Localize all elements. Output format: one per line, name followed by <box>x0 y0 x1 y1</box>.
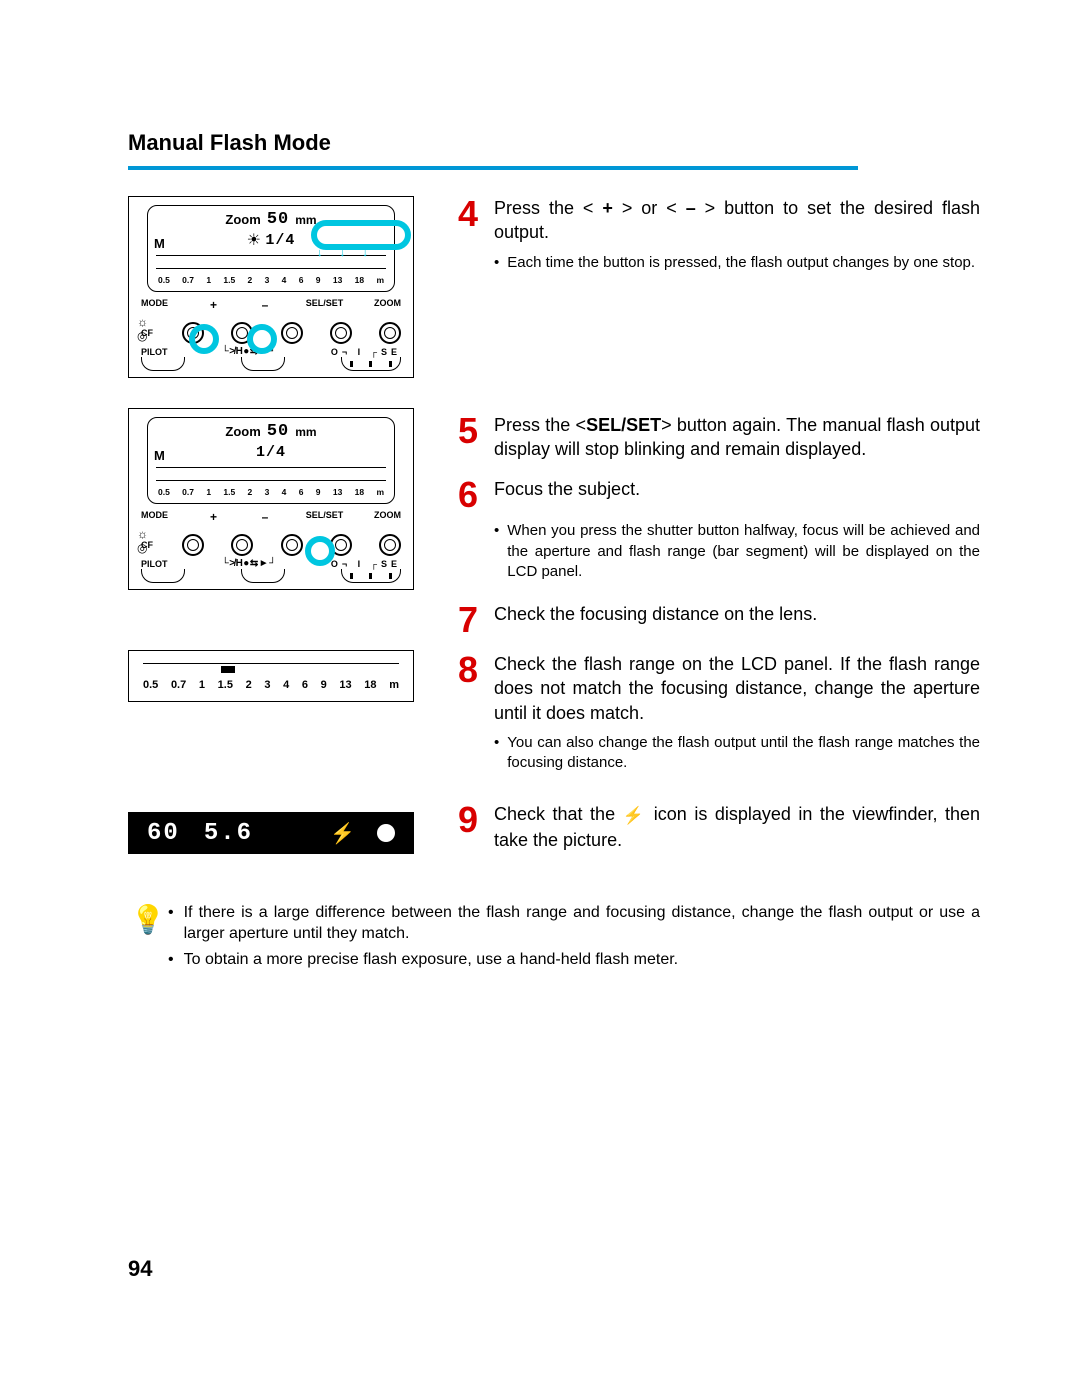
mode-btn-label: MODE <box>141 298 179 312</box>
range-segment-bar <box>221 666 399 673</box>
pilot-mid-symbols: └≯H●⇆►┘ <box>168 346 331 357</box>
step-8-sub: You can also change the flash output unt… <box>494 733 980 774</box>
step-4-sub: Each time the button is pressed, the fla… <box>494 253 980 273</box>
left-column: ☼◎ Zoom 50 mm M ☀ 1/4 0.50.711. <box>128 196 428 860</box>
power-switch[interactable] <box>341 357 401 371</box>
zoom-button[interactable] <box>379 322 401 344</box>
distance-scale: 0.50.711.5234691318m <box>156 273 386 285</box>
step-9: 9 Check that the ⚡ icon is displayed in … <box>458 802 980 852</box>
selset-btn-label: SEL/SET <box>300 298 350 312</box>
plus-btn-label: + <box>197 298 231 312</box>
lcd-frame: Zoom 50 mm M ☀ 1/4 0.50.711.5234691318m <box>147 205 395 292</box>
minus-button[interactable] <box>281 322 303 344</box>
illustration-range-bar: 0.50.711.5234691318m <box>128 650 414 702</box>
minus-btn-label: – <box>248 298 282 312</box>
plus-button[interactable] <box>231 534 253 556</box>
step-6: 6 Focus the subject. <box>458 477 980 513</box>
step-5: 5 Press the <SEL/SET> button again. The … <box>458 413 980 462</box>
flash-icon: ⚡ <box>623 806 647 825</box>
tip-a: If there is a large difference between t… <box>168 902 980 945</box>
illustration-step5: ☼◎ Zoom 50 mm M 1/4 0.50.711.5234691318m <box>128 408 414 590</box>
manual-page: Manual Flash Mode ☼◎ Zoom 50 mm M ☀ 1/4 <box>0 0 1080 1378</box>
step-7: 7 Check the focusing distance on the len… <box>458 602 980 638</box>
pilot-label: PILOT <box>141 347 168 357</box>
vf-shutter: 60 <box>147 820 180 847</box>
content-columns: ☼◎ Zoom 50 mm M ☀ 1/4 0.50.711. <box>128 196 980 860</box>
hss-button[interactable] <box>241 357 285 371</box>
tips-block: 💡 If there is a large difference between… <box>128 902 980 975</box>
viewfinder-display: 60 5.6 ⚡ <box>128 812 414 854</box>
mode-button[interactable] <box>182 534 204 556</box>
hss-button[interactable] <box>241 569 285 583</box>
mode-button[interactable] <box>182 322 204 344</box>
illustration-step4: ☼◎ Zoom 50 mm M ☀ 1/4 0.50.711. <box>128 196 414 378</box>
lightbulb-icon: 💡 <box>128 902 168 975</box>
power-switch-labels: O¬ I ┌SE <box>331 347 401 357</box>
zoom-btn-label: ZOOM <box>367 298 401 312</box>
ready-lamp-icon: ☼◎ <box>137 315 148 343</box>
zoom-button[interactable] <box>379 534 401 556</box>
tip-b: To obtain a more precise flash exposure,… <box>168 949 980 971</box>
zoom-unit: mm <box>295 213 316 227</box>
step-6-sub: When you press the shutter button halfwa… <box>494 521 980 582</box>
pilot-button[interactable] <box>141 357 185 371</box>
zoom-value: 50 <box>267 210 289 229</box>
flash-ready-icon: ⚡ <box>330 821 355 846</box>
step-8: 8 Check the flash range on the LCD panel… <box>458 652 980 725</box>
ready-lamp-icon-2: ☼◎ <box>137 527 148 555</box>
title-rule <box>128 166 858 170</box>
focus-confirm-icon <box>377 824 395 842</box>
selset-button[interactable] <box>330 322 352 344</box>
right-column: 4 Press the < + > or < – > button to set… <box>428 196 980 860</box>
section-title: Manual Flash Mode <box>128 130 980 156</box>
ratio-value: 1/4 <box>265 232 295 249</box>
sun-icon: ☀ <box>247 230 266 250</box>
pilot-button[interactable] <box>141 569 185 583</box>
vf-aperture: 5.6 <box>204 820 253 847</box>
step-4: 4 Press the < + > or < – > button to set… <box>458 196 980 245</box>
plus-button[interactable] <box>231 322 253 344</box>
selset-button[interactable] <box>330 534 352 556</box>
page-number: 94 <box>128 1256 152 1282</box>
minus-button[interactable] <box>281 534 303 556</box>
power-switch[interactable] <box>341 569 401 583</box>
zoom-label: Zoom <box>225 212 260 227</box>
